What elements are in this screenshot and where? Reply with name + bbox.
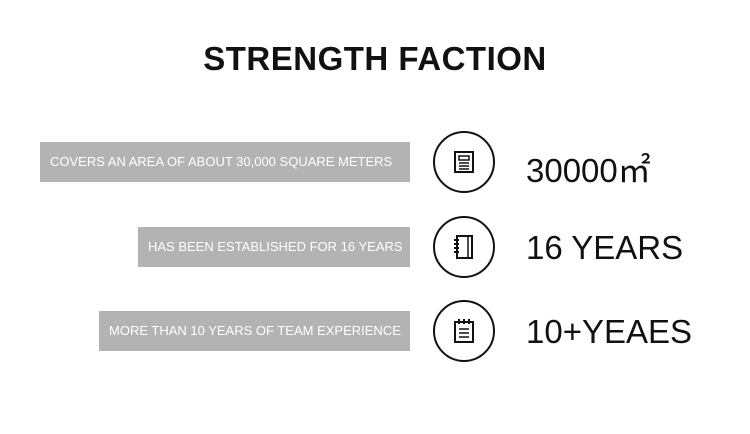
notepad-icon [454,319,474,343]
page-title: STRENGTH FACTION [203,40,547,77]
icon-circle [433,300,495,362]
feature-label-experience: MORE THAN 10 YEARS OF TEAM EXPERIENCE [99,311,410,351]
feature-value-years: 16 YEARS [526,229,684,266]
feature-value-experience: 10+YEAES [526,313,693,350]
feature-label-area: COVERS AN AREA OF ABOUT 30,000 SQUARE ME… [40,142,410,182]
icon-circle [433,131,495,193]
notebook-icon [454,235,473,259]
icon-circle [433,216,495,278]
feature-value-area: 30000㎡ [526,152,651,189]
feature-label-years: HAS BEEN ESTABLISHED FOR 16 YEARS [138,227,410,267]
document-icon [454,151,474,173]
